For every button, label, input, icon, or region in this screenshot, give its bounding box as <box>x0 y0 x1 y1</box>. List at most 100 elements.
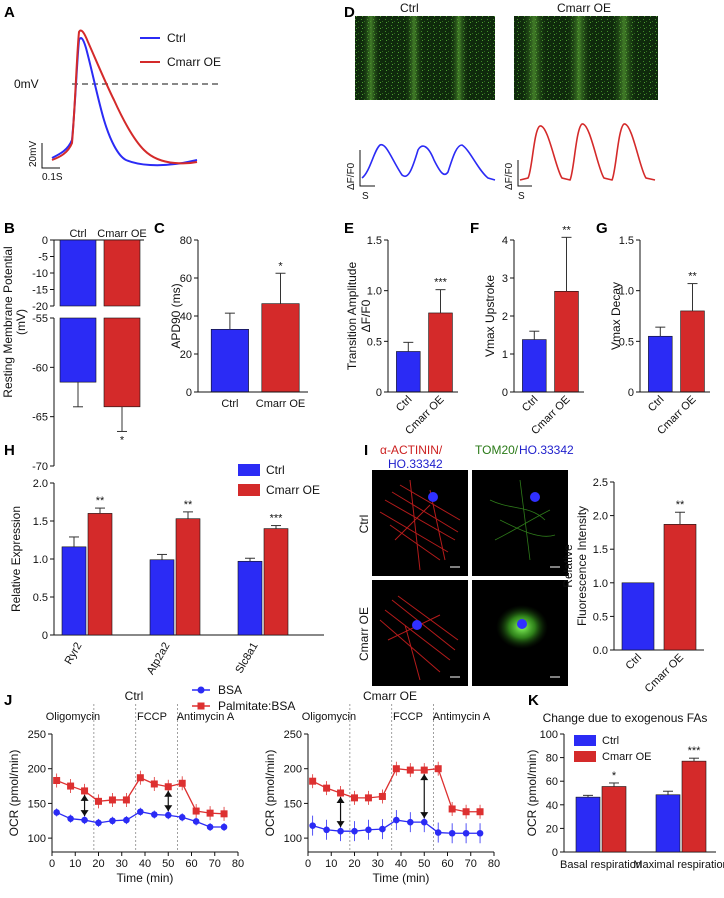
y-tick-label: -10 <box>32 268 48 280</box>
y-tick-label: 1.5 <box>33 516 48 528</box>
y-tick-label: -60 <box>32 362 48 374</box>
point-palmitate <box>420 766 428 774</box>
y-tick-label: 80 <box>546 753 558 765</box>
x-tick-label: Ctrl <box>394 394 415 415</box>
y-tick-label: 250 <box>28 729 46 741</box>
point-palmitate <box>81 787 89 795</box>
legend-swatch-k <box>574 735 596 746</box>
y-axis-label: Transition Amplitude <box>345 262 359 371</box>
point-bsa <box>151 811 158 818</box>
x-tick-label: 60 <box>441 858 453 870</box>
legend-ctrl: Ctrl <box>167 31 186 45</box>
x-tick-label: 50 <box>418 858 430 870</box>
y-axis-label: OCR (pmol/min) <box>7 750 21 837</box>
y-tick-label: 20 <box>180 349 192 361</box>
point-palmitate <box>364 794 372 802</box>
d-ylabel-ctrl: ΔF/F0 <box>346 162 357 190</box>
significance: ** <box>562 224 571 236</box>
legend-marker-bsa <box>197 686 205 694</box>
ap-trace-oe <box>51 29 198 165</box>
point-palmitate <box>337 789 345 797</box>
scale-v-label: 20mV <box>28 141 39 167</box>
y-tick-label: 2.0 <box>33 478 48 490</box>
point-bsa <box>206 823 214 831</box>
x-tick-label: 70 <box>209 858 221 870</box>
panel-label-j: J <box>4 692 12 709</box>
y-tick-label: 150 <box>28 798 46 810</box>
point-bsa <box>434 829 442 836</box>
x-tick-label: 80 <box>488 858 500 870</box>
y-axis-label: Relative Expression <box>9 506 23 612</box>
x-tick-label: Ryr2 <box>63 641 85 667</box>
x-tick-label: 50 <box>162 858 174 870</box>
point-palmitate <box>178 779 186 787</box>
arrow-head <box>336 821 345 828</box>
point-bsa <box>109 817 116 825</box>
ca-trace-oe <box>519 123 656 181</box>
y-tick-label: 100 <box>284 833 302 845</box>
x-tick-label: Ctrl <box>646 394 667 415</box>
panel-a: 0mV Ctrl Cmarr OE 20mV 0.1S <box>14 29 221 183</box>
point-bsa <box>220 823 228 831</box>
img-actinin-oe <box>372 580 468 686</box>
bar-h-0-1 <box>87 513 113 636</box>
y-tick-label: 1.0 <box>619 286 634 298</box>
panel-label-c: C <box>154 220 165 237</box>
legend-label-h: Cmarr OE <box>266 483 320 497</box>
y-axis-label: Vmax Upstroke <box>483 275 497 357</box>
y-tick-label: 3 <box>502 273 508 285</box>
bar-i-0 <box>621 582 655 651</box>
y-tick-label: 250 <box>284 729 302 741</box>
nucleus <box>428 492 438 502</box>
y-tick-label: 0 <box>42 235 48 247</box>
label-fccp: FCCP <box>137 711 167 723</box>
point-palmitate <box>392 765 400 773</box>
y-tick-label: -55 <box>32 313 48 325</box>
y-tick-label: 40 <box>180 311 192 323</box>
y-tick-label: 2 <box>502 311 508 323</box>
i-row-oe: Cmarr OE <box>357 607 371 661</box>
y-tick-label: -15 <box>32 285 48 297</box>
arrow-head <box>336 797 345 803</box>
i-title-left-2: HO.33342 <box>388 457 443 471</box>
point-palmitate <box>476 808 484 816</box>
y-tick-label: 1.5 <box>619 235 634 247</box>
arrow-head <box>420 812 429 819</box>
scale-bar <box>41 143 60 169</box>
scale-t-label: 0.1S <box>42 172 63 183</box>
point-bsa <box>53 809 60 816</box>
bar-h-1-1 <box>175 518 201 636</box>
panel-i-images: α-ACTININ/ HO.33342 TOM20/ HO.33342 Ctrl… <box>357 443 574 686</box>
i-title-left-1: α-ACTININ/ <box>380 443 443 457</box>
arrow-head <box>164 805 173 812</box>
x-tick-label: Basal respiration <box>560 859 642 871</box>
y-tick-label: 2.5 <box>593 477 608 489</box>
arrow-head <box>164 790 173 797</box>
point-palmitate <box>323 784 331 792</box>
x-tick-label: 30 <box>116 858 128 870</box>
y-tick-label: 1 <box>502 349 508 361</box>
significance: * <box>120 434 125 446</box>
j-title: Cmarr OE <box>363 689 417 703</box>
x-tick-label: Cmarr OE <box>643 652 686 695</box>
point-palmitate <box>95 797 102 805</box>
significance: * <box>278 260 283 272</box>
d-title-oe: Cmarr OE <box>557 1 611 15</box>
x-tick-label: 20 <box>348 858 360 870</box>
zero-label: 0mV <box>14 77 39 91</box>
y-axis-label: APD90 (ms) <box>169 283 183 348</box>
panel-j-legend: BSA Palmitate:BSA <box>192 683 295 713</box>
legend-oe: Cmarr OE <box>167 55 221 69</box>
nucleus <box>412 620 422 630</box>
point-palmitate <box>67 782 75 790</box>
d-xlabel-oe: S <box>518 191 525 202</box>
significance: ** <box>96 495 105 507</box>
bar-f-0 <box>522 339 547 393</box>
y-tick-label: 0.5 <box>619 336 634 348</box>
y-tick-label: 1.0 <box>593 578 608 590</box>
x-tick-label: 60 <box>185 858 197 870</box>
point-bsa <box>178 813 186 821</box>
point-palmitate <box>108 796 116 804</box>
